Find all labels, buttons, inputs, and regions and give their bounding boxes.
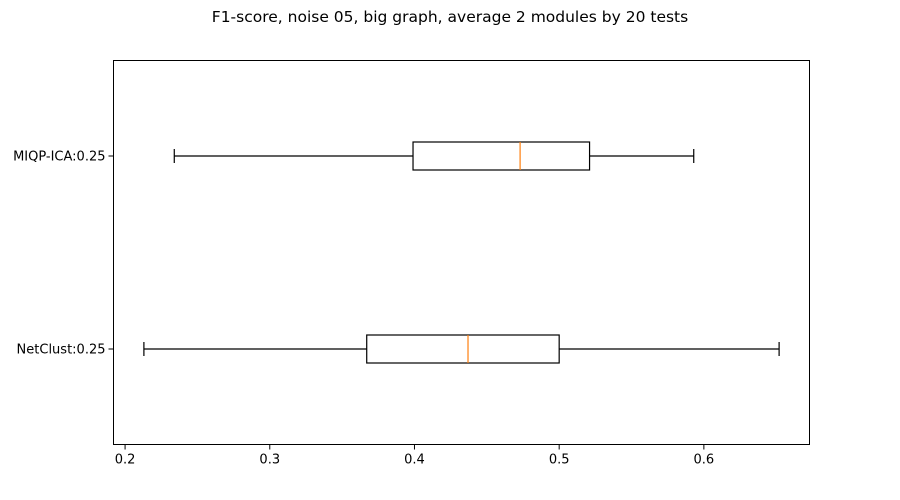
iqr-box bbox=[366, 334, 560, 364]
chart-title: F1-score, noise 05, big graph, average 2… bbox=[211, 8, 689, 26]
x-tick-label: 0.4 bbox=[404, 453, 425, 468]
x-tick-label: 0.6 bbox=[694, 453, 715, 468]
y-tick-label: MIQP-ICA:0.25 bbox=[13, 150, 105, 165]
x-tick-label: 0.3 bbox=[259, 453, 280, 468]
plot-area-frame bbox=[113, 60, 810, 445]
box-group-miqp-ica-0-25 bbox=[173, 141, 695, 171]
iqr-box bbox=[412, 141, 591, 171]
box-group-netclust-0-25 bbox=[143, 334, 780, 364]
x-tick-label: 0.5 bbox=[549, 453, 570, 468]
x-tick-label: 0.2 bbox=[115, 453, 136, 468]
y-tick-label: NetClust:0.25 bbox=[17, 343, 106, 358]
